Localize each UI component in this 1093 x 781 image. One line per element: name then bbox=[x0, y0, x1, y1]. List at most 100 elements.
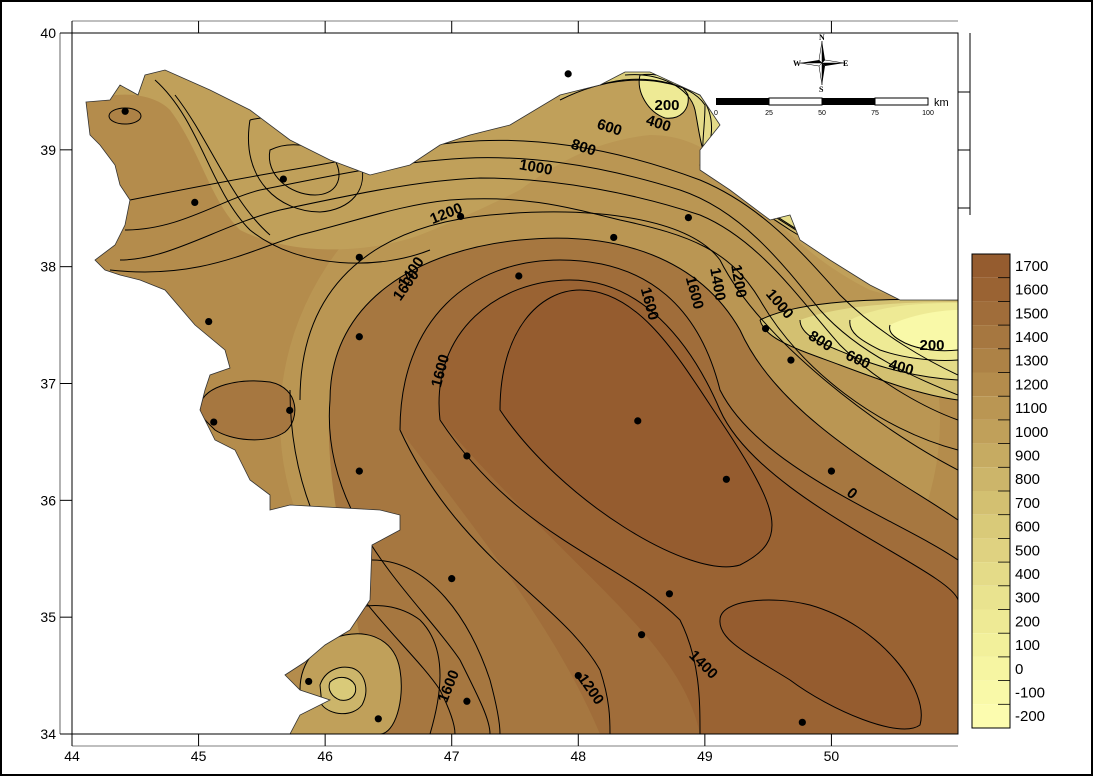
legend-swatch bbox=[972, 396, 1010, 420]
scale-segment bbox=[716, 98, 769, 105]
y-tick-label: 38 bbox=[40, 259, 56, 275]
legend-label: 400 bbox=[1015, 566, 1040, 583]
fill-peak-1700-central bbox=[500, 290, 773, 567]
legend-label: 1300 bbox=[1015, 353, 1048, 370]
legend-swatch bbox=[972, 656, 1010, 681]
legend-label: 1600 bbox=[1015, 282, 1048, 299]
fill-east-low-4 bbox=[889, 310, 958, 351]
y-tick-label: 34 bbox=[40, 726, 56, 742]
fill-north-basin bbox=[269, 144, 339, 195]
contour-line-1000 bbox=[124, 157, 958, 396]
scale-tick-label: 0 bbox=[714, 110, 718, 117]
contour-label: 200 bbox=[654, 97, 679, 114]
station-dot bbox=[515, 272, 523, 280]
station-dot bbox=[286, 406, 294, 414]
legend-swatch bbox=[972, 301, 1010, 326]
contour-line-1400-b bbox=[329, 237, 958, 521]
station-dot bbox=[564, 70, 572, 78]
station-dot bbox=[355, 253, 363, 261]
contour-label: 1400 bbox=[706, 266, 729, 302]
station-dot bbox=[374, 715, 382, 723]
legend-label: 0 bbox=[1015, 661, 1023, 678]
contour-label: 400 bbox=[887, 356, 916, 379]
x-tick-label: 45 bbox=[191, 748, 207, 764]
contour-line-1300 bbox=[299, 211, 958, 471]
contour-label: 200 bbox=[919, 337, 944, 354]
legend-label: 800 bbox=[1015, 471, 1040, 488]
legend-swatch bbox=[972, 609, 1010, 634]
legend-swatch bbox=[972, 562, 1010, 586]
compass-rose: N S E W bbox=[793, 33, 848, 94]
contour-line-1200 bbox=[109, 198, 958, 451]
y-tick-label: 37 bbox=[40, 376, 56, 392]
station-dot bbox=[191, 198, 199, 207]
legend-label: 1400 bbox=[1015, 329, 1048, 346]
legend-label: 500 bbox=[1015, 542, 1040, 559]
station-dot bbox=[665, 590, 674, 598]
legend-swatch bbox=[972, 443, 1010, 468]
station-dot bbox=[305, 677, 313, 686]
station-dot bbox=[355, 467, 363, 475]
legend-swatch bbox=[972, 277, 1010, 302]
right-ticks bbox=[958, 33, 971, 215]
station-dot bbox=[610, 233, 618, 242]
legend-swatch bbox=[972, 348, 1010, 373]
legend-swatch bbox=[972, 704, 1010, 728]
x-tick-label: 46 bbox=[317, 748, 333, 764]
contour-label: 1200 bbox=[727, 263, 750, 299]
contour-line-900 bbox=[129, 139, 958, 376]
station-dot bbox=[787, 356, 795, 364]
contour-label: 800 bbox=[569, 136, 598, 160]
x-tick-label: 48 bbox=[570, 748, 586, 764]
station-dot bbox=[463, 452, 471, 460]
contour-line-nw-2 bbox=[174, 94, 271, 236]
contour-line-1400-c bbox=[328, 399, 491, 734]
legend-swatch bbox=[972, 514, 1010, 539]
contour-line-sw-3 bbox=[328, 677, 357, 701]
legend-label: 1100 bbox=[1015, 400, 1047, 417]
legend-swatch bbox=[972, 680, 1010, 705]
legend-label: 1000 bbox=[1015, 424, 1048, 441]
legend-swatch bbox=[972, 585, 1010, 610]
station-dot bbox=[448, 575, 456, 583]
contour-line-1400-a bbox=[399, 429, 611, 734]
compass-north-half bbox=[818, 40, 823, 64]
contour-line-1600-c bbox=[439, 419, 701, 734]
station-dot bbox=[121, 107, 129, 115]
legend-swatch bbox=[972, 325, 1010, 349]
station-dot bbox=[279, 175, 287, 183]
legend-label: 1700 bbox=[1015, 258, 1048, 275]
y-tick-label: 35 bbox=[40, 609, 56, 625]
contour-line-west-1400 bbox=[199, 380, 296, 441]
compass-e-label: E bbox=[843, 59, 848, 68]
fill-sw-low-3 bbox=[329, 677, 356, 701]
legend-swatch bbox=[972, 491, 1010, 515]
scale-bar: 0 25 50 75 100 km bbox=[714, 97, 949, 117]
legend-label: 1200 bbox=[1015, 376, 1048, 393]
station-dot bbox=[684, 213, 693, 222]
compass-east-half bbox=[821, 59, 845, 64]
legend-label: 900 bbox=[1015, 447, 1040, 464]
contour-line-sw-2 bbox=[319, 666, 367, 715]
legend-label: 100 bbox=[1015, 637, 1040, 654]
station-dot bbox=[574, 671, 582, 680]
x-tick-label: 49 bbox=[697, 748, 713, 764]
contour-line-east-400 bbox=[849, 319, 958, 361]
y-tick-label: 39 bbox=[40, 142, 56, 158]
y-tick-label: 36 bbox=[40, 492, 56, 508]
x-axis: 44 45 46 47 48 49 50 bbox=[64, 20, 958, 764]
contour-line-1600-b bbox=[399, 259, 958, 561]
legend-swatch bbox=[972, 538, 1010, 563]
compass-s-label: S bbox=[819, 85, 824, 94]
contour-line-sw-5 bbox=[371, 559, 501, 734]
fill-peak-1700-south bbox=[719, 600, 922, 729]
compass-w-label: W bbox=[793, 59, 801, 68]
contour-lines bbox=[108, 73, 958, 734]
color-legend: 1700160015001400130012001100100090080070… bbox=[971, 253, 1048, 729]
contour-line-east-700 bbox=[759, 319, 958, 401]
station-dot bbox=[205, 317, 213, 326]
compass-n-label: N bbox=[819, 33, 825, 42]
x-tick-label: 50 bbox=[824, 748, 840, 764]
